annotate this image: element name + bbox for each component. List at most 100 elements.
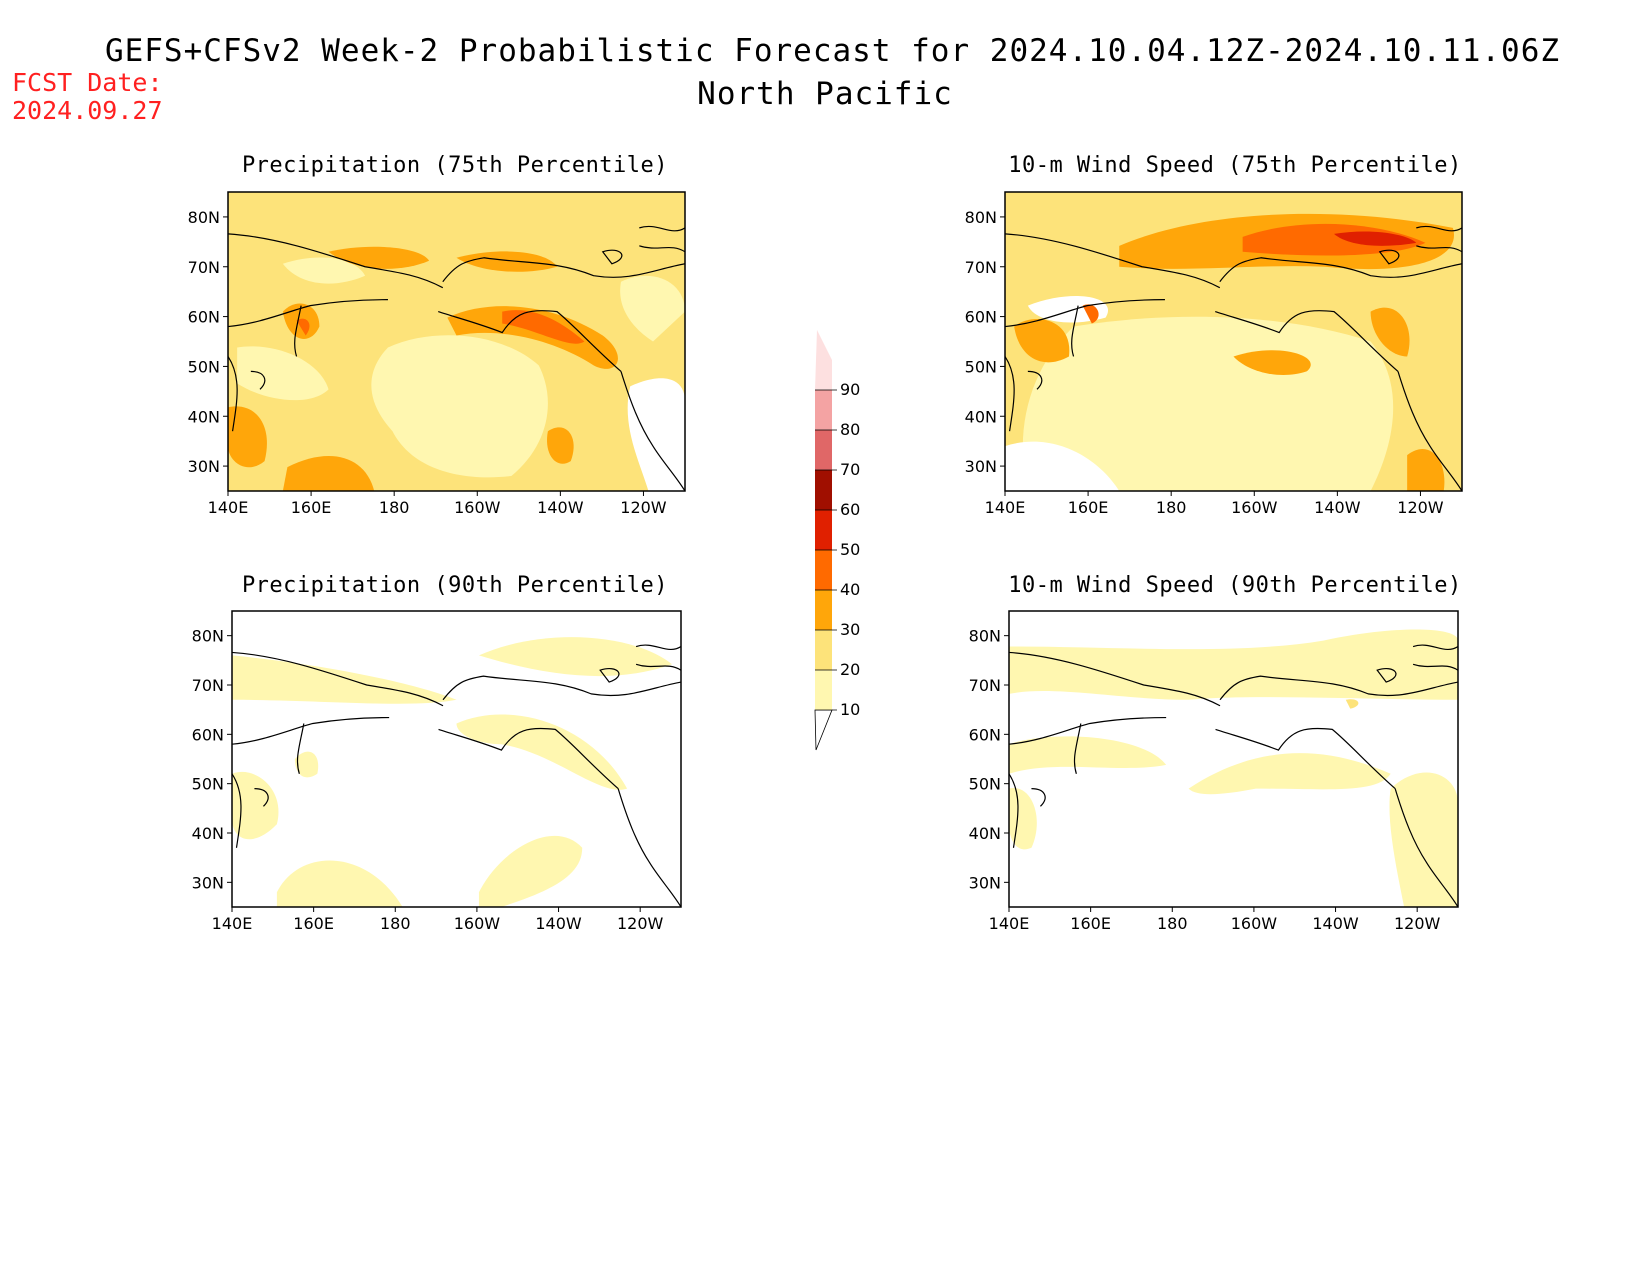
panel-title-precip-90: Precipitation (90th Percentile) xyxy=(241,573,669,598)
colorbar-label: 50 xyxy=(840,540,860,559)
lon-tick-label: 160W xyxy=(454,498,501,517)
coastline-6 xyxy=(228,356,237,431)
coastline-8 xyxy=(1416,226,1462,230)
lon-tick-label: 180 xyxy=(1156,498,1187,517)
colorbar-swatch xyxy=(815,430,832,470)
colorbar-swatch xyxy=(815,670,832,710)
lon-tick-label: 120W xyxy=(1397,498,1444,517)
colorbar-swatch xyxy=(815,590,832,630)
probability-contour-14 xyxy=(627,378,685,491)
lon-tick-label: 120W xyxy=(617,914,664,933)
probability-contour-9 xyxy=(228,406,267,468)
lon-tick-label: 140E xyxy=(989,914,1030,933)
probability-contour-10 xyxy=(1082,304,1099,324)
lat-tick-label: 60N xyxy=(192,725,224,744)
probability-contour-4 xyxy=(282,257,366,284)
lon-tick-label: 120W xyxy=(620,498,667,517)
probability-contour-5 xyxy=(1014,319,1070,363)
lon-tick-label: 140E xyxy=(985,498,1026,517)
probability-contour-2 xyxy=(456,714,628,790)
map-wind-90: 140E 160E 180 160W 140W 120W 80N 70N 60N 50N 40N 30… xyxy=(969,610,1459,933)
probability-contour-8 xyxy=(1370,307,1410,357)
colorbar-label: 80 xyxy=(840,420,860,439)
panel-title-wind-75: 10-m Wind Speed (75th Percentile) xyxy=(1008,153,1462,178)
lat-tick-label: 50N xyxy=(969,775,1001,794)
coastline-6 xyxy=(232,774,241,848)
probability-contour-2 xyxy=(237,346,329,401)
coastline-9 xyxy=(1416,246,1462,252)
colorbar-swatch xyxy=(815,330,832,390)
coastline-5 xyxy=(1074,723,1080,773)
colorbar-label: 90 xyxy=(840,380,860,399)
coastline-6 xyxy=(1005,356,1014,431)
colorbar-legend: 10 20 30 40 50 60 70 80 90 xyxy=(814,330,860,751)
lon-tick-label: 160E xyxy=(1068,498,1109,517)
probability-contour-1 xyxy=(478,637,673,677)
lat-tick-label: 80N xyxy=(969,627,1001,646)
probability-contour-13 xyxy=(296,318,310,336)
map-precip-90: 140E 160E 180 160W 140W 120W 80N 70N 60N 50N 40N 30… xyxy=(192,610,682,933)
lon-tick-label: 180 xyxy=(1157,914,1188,933)
probability-contour-4 xyxy=(276,860,403,907)
coastline-0 xyxy=(228,234,443,288)
probability-contour-8 xyxy=(447,306,618,369)
probability-contour-2 xyxy=(1005,441,1120,491)
lon-tick-label: 120W xyxy=(1394,914,1441,933)
coastline-2 xyxy=(1215,311,1398,372)
lon-tick-label: 160W xyxy=(1231,498,1278,517)
coastline-4 xyxy=(228,300,388,327)
coastline-1 xyxy=(1220,676,1458,700)
coastline-3 xyxy=(618,789,681,907)
probability-contour-9 xyxy=(1242,223,1426,256)
probability-contour-5 xyxy=(478,835,583,907)
coastline-7 xyxy=(251,371,265,389)
colorbar-label: 10 xyxy=(840,700,860,719)
colorbar-label: 70 xyxy=(840,460,860,479)
lon-tick-label: 160W xyxy=(454,914,501,933)
coastline-10 xyxy=(1377,669,1396,682)
probability-contour-12 xyxy=(502,310,585,344)
lon-tick-label: 180 xyxy=(380,914,411,933)
lat-tick-label: 50N xyxy=(192,775,224,794)
coastline-3 xyxy=(1398,371,1462,491)
lat-tick-label: 30N xyxy=(965,457,997,476)
lat-tick-label: 70N xyxy=(965,258,997,277)
lon-tick-label: 140E xyxy=(208,498,249,517)
map-frame xyxy=(1004,191,1463,492)
map-frame xyxy=(231,610,682,908)
colorbar-swatch xyxy=(815,390,832,430)
lat-tick-label: 80N xyxy=(965,208,997,227)
fcst-date-value: 2024.09.27 xyxy=(12,96,163,125)
coastline-0 xyxy=(1009,652,1220,705)
lon-tick-label: 140W xyxy=(1314,498,1361,517)
coastline-2 xyxy=(1216,728,1396,788)
lon-tick-label: 140W xyxy=(535,914,582,933)
coastline-3 xyxy=(1395,789,1458,907)
coastline-10 xyxy=(600,669,619,682)
coastline-0 xyxy=(232,652,443,705)
colorbar-swatch xyxy=(815,550,832,590)
map-precip-75: 140E 160E 180 160W 140W 120W 80N 70N 60N 50N 40N 30… xyxy=(188,191,686,517)
colorbar-swatch xyxy=(815,470,832,510)
coastline-9 xyxy=(636,664,681,670)
coastline-9 xyxy=(639,246,685,252)
probability-contour-3 xyxy=(620,275,685,342)
coastline-10 xyxy=(1380,250,1399,264)
main-title: GEFS+CFSv2 Week-2 Probabilistic Forecast… xyxy=(104,33,1561,69)
coastline-4 xyxy=(1005,300,1165,327)
map-frame xyxy=(1008,610,1459,908)
probability-contour-5 xyxy=(1345,699,1359,709)
colorbar-swatch xyxy=(815,510,832,550)
lat-tick-label: 70N xyxy=(188,258,220,277)
coastline-5 xyxy=(295,306,301,357)
lat-tick-label: 50N xyxy=(965,357,997,376)
coastline-7 xyxy=(1031,789,1045,807)
coastline-0 xyxy=(1005,234,1220,288)
colorbar-label: 30 xyxy=(840,620,860,639)
coastline-8 xyxy=(636,645,681,649)
coastline-1 xyxy=(1220,258,1462,282)
lat-tick-label: 40N xyxy=(965,407,997,426)
coastline-4 xyxy=(1009,718,1166,745)
lat-tick-label: 30N xyxy=(192,873,224,892)
lon-tick-label: 160W xyxy=(1231,914,1278,933)
